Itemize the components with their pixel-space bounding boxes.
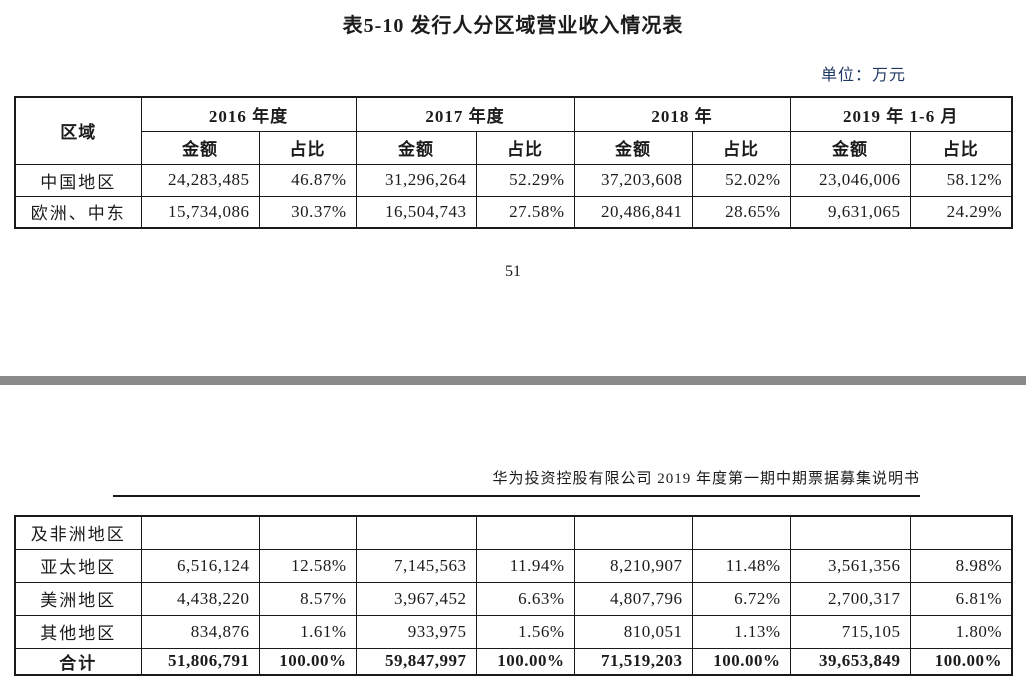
amount-cell: 6,516,124 xyxy=(140,548,260,583)
share-cell xyxy=(475,515,575,550)
revenue-table-bottom-part: 及非洲地区 亚太地区 6,516,124 12.58% 7,145,563 11… xyxy=(14,515,1013,676)
share-cell: 100.00% xyxy=(909,647,1013,676)
share-cell xyxy=(258,515,357,550)
amount-cell: 3,967,452 xyxy=(355,581,477,616)
page-break-divider xyxy=(0,376,1026,385)
table-header-sub-row: 金额 占比 金额 占比 金额 占比 金额 占比 xyxy=(15,130,1013,165)
amount-cell: 2,700,317 xyxy=(789,581,911,616)
share-cell: 24.29% xyxy=(909,195,1013,229)
amount-cell: 16,504,743 xyxy=(355,195,477,229)
amount-cell xyxy=(789,515,911,550)
amount-cell: 37,203,608 xyxy=(573,163,693,197)
share-cell: 100.00% xyxy=(258,647,357,676)
region-cell: 欧洲、中东 xyxy=(14,195,142,229)
amount-cell: 7,145,563 xyxy=(355,548,477,583)
share-cell: 6.72% xyxy=(691,581,791,616)
amount-cell: 9,631,065 xyxy=(789,195,911,229)
share-cell: 46.87% xyxy=(258,163,357,197)
region-cell: 中国地区 xyxy=(14,163,142,197)
share-cell: 28.65% xyxy=(691,195,791,229)
share-cell: 8.98% xyxy=(909,548,1013,583)
region-cell: 合计 xyxy=(14,647,142,676)
amount-cell xyxy=(573,515,693,550)
amount-cell xyxy=(140,515,260,550)
table-header-period-row: 区域 2016 年度 2017 年度 2018 年 2019 年 1-6 月 xyxy=(14,96,1013,165)
amount-cell: 15,734,086 xyxy=(140,195,260,229)
col-header-region: 区域 xyxy=(14,96,142,165)
subheader-share-2018: 占比 xyxy=(691,130,791,165)
amount-cell: 31,296,264 xyxy=(355,163,477,197)
share-cell xyxy=(909,515,1013,550)
share-cell: 52.29% xyxy=(475,163,575,197)
share-cell: 6.81% xyxy=(909,581,1013,616)
table-row-africa-continuation: 及非洲地区 xyxy=(14,515,1013,550)
amount-cell: 715,105 xyxy=(789,614,911,649)
share-cell xyxy=(691,515,791,550)
amount-cell: 51,806,791 xyxy=(140,647,260,676)
col-header-2018: 2018 年 xyxy=(573,96,791,132)
amount-cell: 59,847,997 xyxy=(355,647,477,676)
region-cell: 美洲地区 xyxy=(14,581,142,616)
running-header: 华为投资控股有限公司 2019 年度第一期中期票据募集说明书 xyxy=(113,467,920,497)
share-cell: 100.00% xyxy=(691,647,791,676)
amount-cell: 24,283,485 xyxy=(140,163,260,197)
revenue-table-top-part: 区域 2016 年度 2017 年度 2018 年 2019 年 1-6 月 金… xyxy=(14,96,1014,229)
share-cell: 27.58% xyxy=(475,195,575,229)
share-cell: 8.57% xyxy=(258,581,357,616)
amount-cell: 71,519,203 xyxy=(573,647,693,676)
table-row-other-regions: 其他地区 834,876 1.61% 933,975 1.56% 810,051… xyxy=(14,614,1013,649)
subheader-share-2016: 占比 xyxy=(258,130,357,165)
region-cell: 及非洲地区 xyxy=(14,515,142,550)
share-cell: 1.61% xyxy=(258,614,357,649)
subheader-share-2017: 占比 xyxy=(475,130,575,165)
share-cell: 52.02% xyxy=(691,163,791,197)
region-cell: 其他地区 xyxy=(14,614,142,649)
share-cell: 1.13% xyxy=(691,614,791,649)
amount-cell: 8,210,907 xyxy=(573,548,693,583)
region-cell: 亚太地区 xyxy=(14,548,142,583)
col-header-2016: 2016 年度 xyxy=(140,96,357,132)
unit-label: 单位：万元 xyxy=(820,67,906,84)
table-row-asia-pacific: 亚太地区 6,516,124 12.58% 7,145,563 11.94% 8… xyxy=(14,548,1013,583)
share-cell: 6.63% xyxy=(475,581,575,616)
col-header-2017: 2017 年度 xyxy=(355,96,575,132)
col-header-2019h1: 2019 年 1-6 月 xyxy=(789,96,1013,132)
table-row-europe-middleeast: 欧洲、中东 15,734,086 30.37% 16,504,743 27.58… xyxy=(14,195,1013,229)
subheader-amount-2019h1: 金额 xyxy=(789,130,911,165)
amount-cell: 4,438,220 xyxy=(140,581,260,616)
share-cell: 11.94% xyxy=(475,548,575,583)
share-cell: 100.00% xyxy=(475,647,575,676)
share-cell: 12.58% xyxy=(258,548,357,583)
table-title: 表5-10 发行人分区域营业收入情况表 xyxy=(342,15,684,37)
amount-cell: 834,876 xyxy=(140,614,260,649)
amount-cell: 4,807,796 xyxy=(573,581,693,616)
amount-cell xyxy=(355,515,477,550)
subheader-share-2019h1: 占比 xyxy=(909,130,1013,165)
share-cell: 1.56% xyxy=(475,614,575,649)
subheader-amount-2017: 金额 xyxy=(355,130,477,165)
subheader-amount-2018: 金额 xyxy=(573,130,693,165)
share-cell: 1.80% xyxy=(909,614,1013,649)
table-row-total: 合计 51,806,791 100.00% 59,847,997 100.00%… xyxy=(14,647,1013,676)
amount-cell: 3,561,356 xyxy=(789,548,911,583)
table-row-americas: 美洲地区 4,438,220 8.57% 3,967,452 6.63% 4,8… xyxy=(14,581,1013,616)
amount-cell: 810,051 xyxy=(573,614,693,649)
amount-cell: 23,046,006 xyxy=(789,163,911,197)
share-cell: 30.37% xyxy=(258,195,357,229)
amount-cell: 20,486,841 xyxy=(573,195,693,229)
share-cell: 11.48% xyxy=(691,548,791,583)
share-cell: 58.12% xyxy=(909,163,1013,197)
amount-cell: 933,975 xyxy=(355,614,477,649)
subheader-amount-2016: 金额 xyxy=(140,130,260,165)
page-number: 51 xyxy=(505,263,521,280)
table-row-china: 中国地区 24,283,485 46.87% 31,296,264 52.29%… xyxy=(14,163,1013,197)
amount-cell: 39,653,849 xyxy=(789,647,911,676)
